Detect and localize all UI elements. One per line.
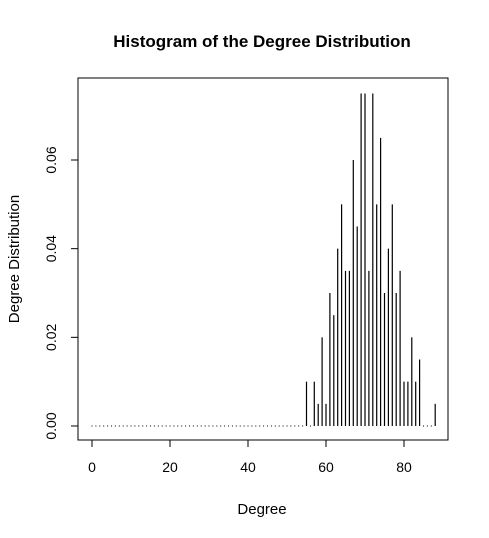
y-tick-label: 0.02 [43,323,59,350]
x-axis: 0 20 40 60 80 [88,439,412,475]
chart-title: Histogram of the Degree Distribution [113,32,411,51]
y-axis-label: Degree Distribution [6,195,23,323]
y-tick-label: 0.04 [43,235,59,262]
y-axis: 0.00 0.02 0.04 0.06 [43,146,79,440]
x-axis-label: Degree [237,501,286,518]
y-tick-label: 0.06 [43,146,59,173]
x-tick-label: 20 [162,459,178,475]
bars-group [91,93,436,427]
x-tick-label: 0 [88,459,96,475]
x-tick-label: 80 [396,459,412,475]
y-tick-label: 0.00 [43,412,59,439]
x-tick-label: 40 [240,459,256,475]
x-tick-label: 60 [318,459,334,475]
